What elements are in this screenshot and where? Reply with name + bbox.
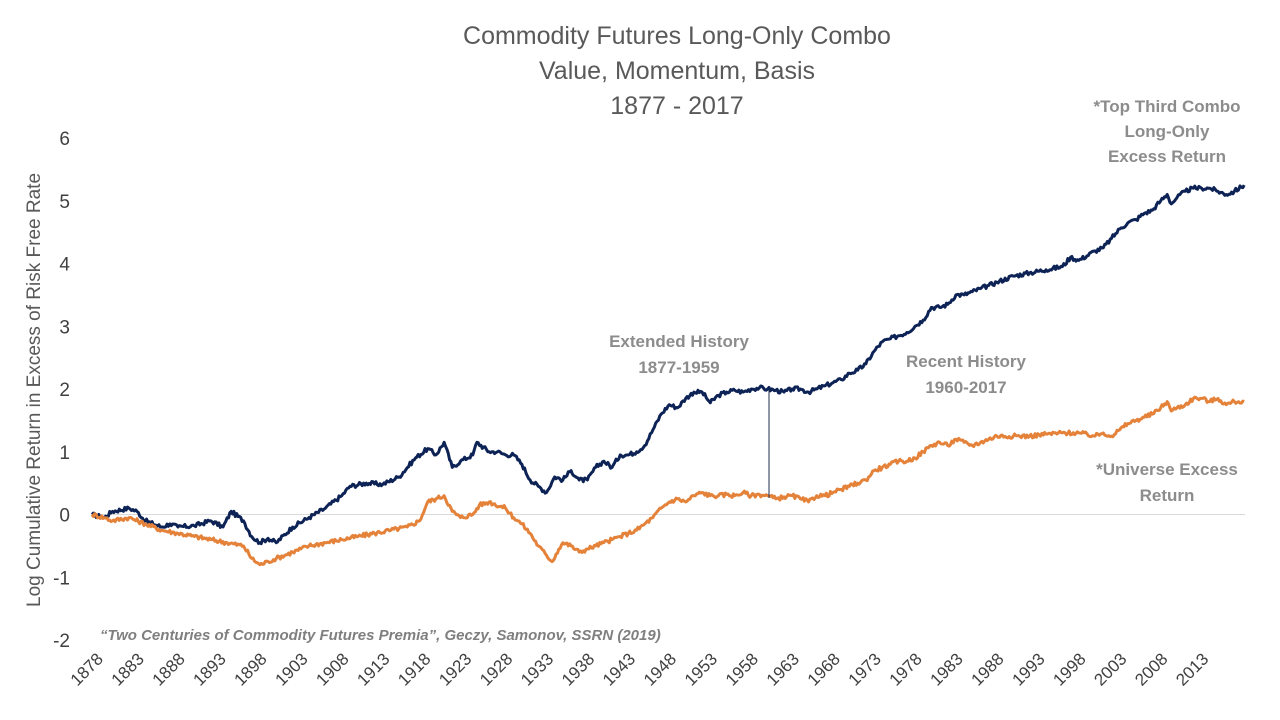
y-tick-label: 6 xyxy=(59,129,70,150)
annotation-extended-history-line-2: 1877-1959 xyxy=(638,358,719,377)
y-tick-label: -2 xyxy=(53,631,70,652)
x-tick-label: 1913 xyxy=(353,649,393,689)
annotation-top-series: *Top Third Combo Long-Only Excess Return xyxy=(1094,97,1241,166)
x-tick-label: 1953 xyxy=(681,649,721,689)
x-tick-label: 1933 xyxy=(517,649,557,689)
x-tick-label: 1978 xyxy=(886,649,926,689)
chart-title: Commodity Futures Long-Only Combo Value,… xyxy=(463,22,891,120)
x-tick-label: 1973 xyxy=(845,649,885,689)
annotation-top-series-line-3: Excess Return xyxy=(1108,147,1226,166)
x-tick-label: 1878 xyxy=(67,649,107,689)
y-axis-ticks: 6 5 4 3 2 1 0 -1 -2 xyxy=(53,129,70,652)
x-tick-label: 1938 xyxy=(558,649,598,689)
annotation-extended-history-line-1: Extended History xyxy=(609,332,749,351)
chart-title-line-3: 1877 - 2017 xyxy=(610,92,743,120)
x-tick-label: 1958 xyxy=(722,649,762,689)
x-tick-label: 1883 xyxy=(108,649,148,689)
y-tick-label: 4 xyxy=(59,255,70,276)
annotation-universe-line-2: Return xyxy=(1140,486,1195,505)
x-tick-label: 1928 xyxy=(476,649,516,689)
y-axis-label: Log Cumulative Return in Excess of Risk … xyxy=(24,173,45,607)
series-line-universe xyxy=(90,395,1245,567)
y-tick-label: 3 xyxy=(59,317,70,338)
series-line-top-third-combo xyxy=(90,184,1246,546)
x-tick-label: 1988 xyxy=(968,649,1008,689)
annotation-extended-history: Extended History 1877-1959 xyxy=(609,332,749,377)
chart-title-line-2: Value, Momentum, Basis xyxy=(539,57,815,85)
x-tick-label: 1898 xyxy=(231,649,271,689)
x-tick-label: 1948 xyxy=(640,649,680,689)
annotation-top-series-line-1: *Top Third Combo xyxy=(1094,97,1241,116)
y-tick-label: 2 xyxy=(59,380,70,401)
annotation-top-series-line-2: Long-Only xyxy=(1125,122,1211,141)
y-tick-label: -1 xyxy=(53,568,70,589)
y-tick-label: 1 xyxy=(59,443,70,464)
y-tick-label: 0 xyxy=(59,506,70,527)
x-tick-label: 1908 xyxy=(312,649,352,689)
x-tick-label: 1903 xyxy=(271,649,311,689)
x-tick-label: 1968 xyxy=(804,649,844,689)
chart-title-line-1: Commodity Futures Long-Only Combo xyxy=(463,22,891,50)
annotation-recent-history-line-1: Recent History xyxy=(906,352,1027,371)
x-tick-label: 1888 xyxy=(149,649,189,689)
x-tick-label: 1943 xyxy=(599,649,639,689)
x-tick-label: 1998 xyxy=(1049,649,1089,689)
x-tick-label: 1963 xyxy=(763,649,803,689)
annotation-recent-history-line-2: 1960-2017 xyxy=(925,378,1006,397)
x-tick-label: 2003 xyxy=(1090,649,1130,689)
x-tick-label: 1893 xyxy=(190,649,230,689)
annotation-universe: *Universe Excess Return xyxy=(1096,460,1238,505)
x-axis-ticks: 1878 1883 1888 1893 1898 1903 1908 1913 1918 1923… xyxy=(67,649,1213,689)
x-tick-label: 2008 xyxy=(1131,649,1171,689)
x-tick-label: 1983 xyxy=(927,649,967,689)
x-tick-label: 2013 xyxy=(1172,649,1212,689)
series-layer xyxy=(90,184,1246,567)
y-tick-label: 5 xyxy=(59,192,70,213)
x-tick-label: 1993 xyxy=(1008,649,1048,689)
x-tick-label: 1918 xyxy=(394,649,434,689)
annotation-recent-history: Recent History 1960-2017 xyxy=(906,352,1027,397)
x-tick-label: 1923 xyxy=(435,649,475,689)
source-citation: “Two Centuries of Commodity Futures Prem… xyxy=(100,627,661,644)
annotation-universe-line-1: *Universe Excess xyxy=(1096,460,1238,479)
